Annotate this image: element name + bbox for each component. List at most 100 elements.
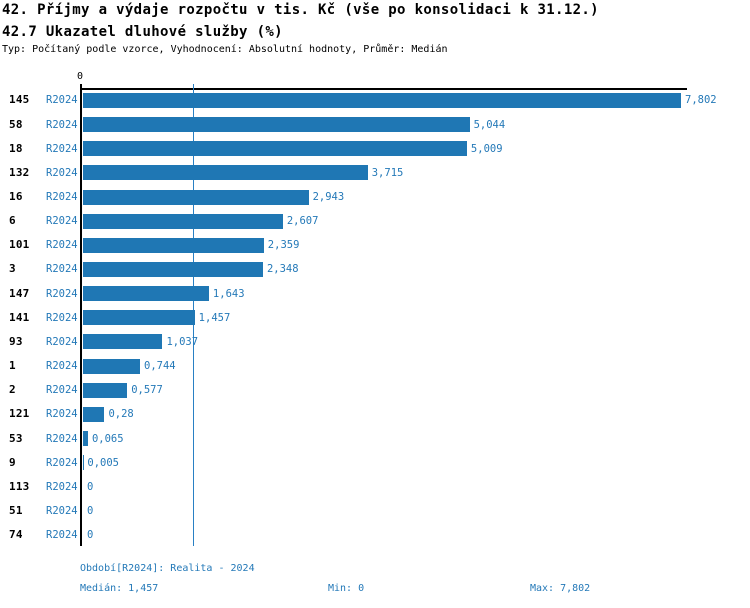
bar-value-label: 2,359 [267, 239, 300, 252]
row-period-label: R2024 [46, 529, 78, 542]
bar-value-label: 5,009 [470, 142, 503, 155]
bar-value-label: 0 [87, 504, 94, 517]
bar-row: 6 R2024 2,607 [0, 209, 750, 233]
bar-row: 132 R2024 3,715 [0, 161, 750, 185]
bar-row: 1 R2024 0,744 [0, 354, 750, 378]
value-bar [83, 382, 128, 398]
value-bar [83, 334, 163, 350]
value-bar [83, 117, 470, 133]
row-period-label: R2024 [46, 94, 78, 107]
bar-row: 58 R2024 5,044 [0, 113, 750, 137]
row-period-label: R2024 [46, 191, 78, 203]
value-bar [83, 406, 105, 422]
x-axis-line [80, 88, 687, 90]
row-category-label: 141 [9, 310, 30, 324]
row-category-label: 3 [9, 262, 16, 276]
row-category-label: 132 [9, 165, 30, 179]
value-bar [83, 213, 283, 229]
value-bar [83, 286, 209, 302]
row-period-label: R2024 [46, 142, 78, 155]
row-period-label: R2024 [46, 432, 78, 445]
bar-row: 51 R2024 0 [0, 499, 750, 523]
row-category-label: 93 [9, 334, 23, 348]
bar-value-label: 1,643 [212, 287, 245, 300]
row-category-label: 2 [9, 383, 16, 397]
row-period-label: R2024 [46, 360, 78, 373]
row-category-label: 18 [9, 141, 23, 155]
bar-row: 141 R2024 1,457 [0, 306, 750, 330]
bar-row: 16 R2024 2,943 [0, 185, 750, 209]
bar-row: 53 R2024 0,065 [0, 427, 750, 451]
chart-meta-info: Typ: Počítaný podle vzorce, Vyhodnocení:… [2, 44, 448, 55]
bar-value-label: 2,943 [312, 191, 345, 203]
value-bar [83, 431, 88, 447]
bar-value-label: 3,715 [371, 166, 404, 179]
row-category-label: 6 [9, 214, 16, 228]
bar-value-label: 1,037 [166, 335, 199, 348]
bar-row: 93 R2024 1,037 [0, 330, 750, 354]
row-period-label: R2024 [46, 118, 78, 131]
row-period-label: R2024 [46, 263, 78, 276]
row-period-label: R2024 [46, 239, 78, 252]
bar-value-label: 0,28 [108, 408, 134, 421]
bar-row: 74 R2024 0 [0, 523, 750, 547]
footer-median-stat: Medián: 1,457 [80, 583, 159, 594]
chart-title: 42. Příjmy a výdaje rozpočtu v tis. Kč (… [2, 2, 599, 18]
value-bar [83, 358, 141, 374]
row-period-label: R2024 [46, 504, 78, 517]
value-bar [83, 141, 467, 157]
bar-value-label: 1,457 [198, 311, 231, 324]
row-period-label: R2024 [46, 408, 78, 421]
row-period-label: R2024 [46, 456, 78, 469]
row-period-label: R2024 [46, 480, 78, 493]
bar-value-label: 0,065 [91, 432, 124, 445]
bar-row: 113 R2024 0 [0, 475, 750, 499]
bar-row: 147 R2024 1,643 [0, 282, 750, 306]
row-period-label: R2024 [46, 335, 78, 348]
bar-row: 9 R2024 0,005 [0, 451, 750, 475]
bar-row: 101 R2024 2,359 [0, 233, 750, 257]
bar-row: 3 R2024 2,348 [0, 257, 750, 281]
value-bar [83, 165, 368, 181]
bar-value-label: 0,005 [87, 456, 119, 469]
row-category-label: 9 [9, 455, 16, 469]
row-category-label: 74 [9, 528, 23, 542]
row-category-label: 101 [9, 238, 30, 252]
value-bar [83, 189, 309, 205]
row-period-label: R2024 [46, 384, 78, 397]
row-period-label: R2024 [46, 166, 78, 179]
row-category-label: 121 [9, 407, 30, 421]
value-bar [83, 237, 264, 253]
row-period-label: R2024 [46, 287, 78, 300]
footer-max-stat: Max: 7,802 [530, 583, 591, 594]
row-category-label: 147 [9, 286, 30, 300]
bar-row: 145 R2024 7,802 [0, 88, 750, 112]
row-category-label: 51 [9, 503, 23, 517]
row-category-label: 16 [9, 190, 23, 203]
bar-value-label: 2,607 [286, 215, 319, 228]
value-bar [83, 92, 681, 108]
value-bar [83, 262, 263, 278]
row-period-label: R2024 [46, 311, 78, 324]
row-category-label: 58 [9, 117, 23, 131]
y-axis-line [80, 84, 82, 546]
row-category-label: 145 [9, 93, 30, 107]
bar-value-label: 0,744 [144, 360, 176, 373]
value-bar [83, 310, 195, 326]
row-category-label: 113 [9, 479, 30, 493]
row-category-label: 1 [9, 359, 16, 373]
x-axis-zero-tick-label: 0 [76, 71, 84, 82]
bar-value-label: 7,802 [685, 94, 717, 107]
bar-value-label: 0 [87, 529, 94, 542]
row-category-label: 53 [9, 431, 23, 445]
bar-row: 18 R2024 5,009 [0, 137, 750, 161]
row-period-label: R2024 [46, 215, 78, 228]
bar-value-label: 5,044 [473, 118, 506, 131]
bar-row: 2 R2024 0,577 [0, 378, 750, 402]
footer-period-label: Období[R2024]: Realita - 2024 [80, 563, 255, 574]
footer-min-stat: Min: 0 [328, 583, 365, 594]
bar-value-label: 0 [87, 480, 94, 493]
bar-value-label: 0,577 [131, 384, 163, 397]
